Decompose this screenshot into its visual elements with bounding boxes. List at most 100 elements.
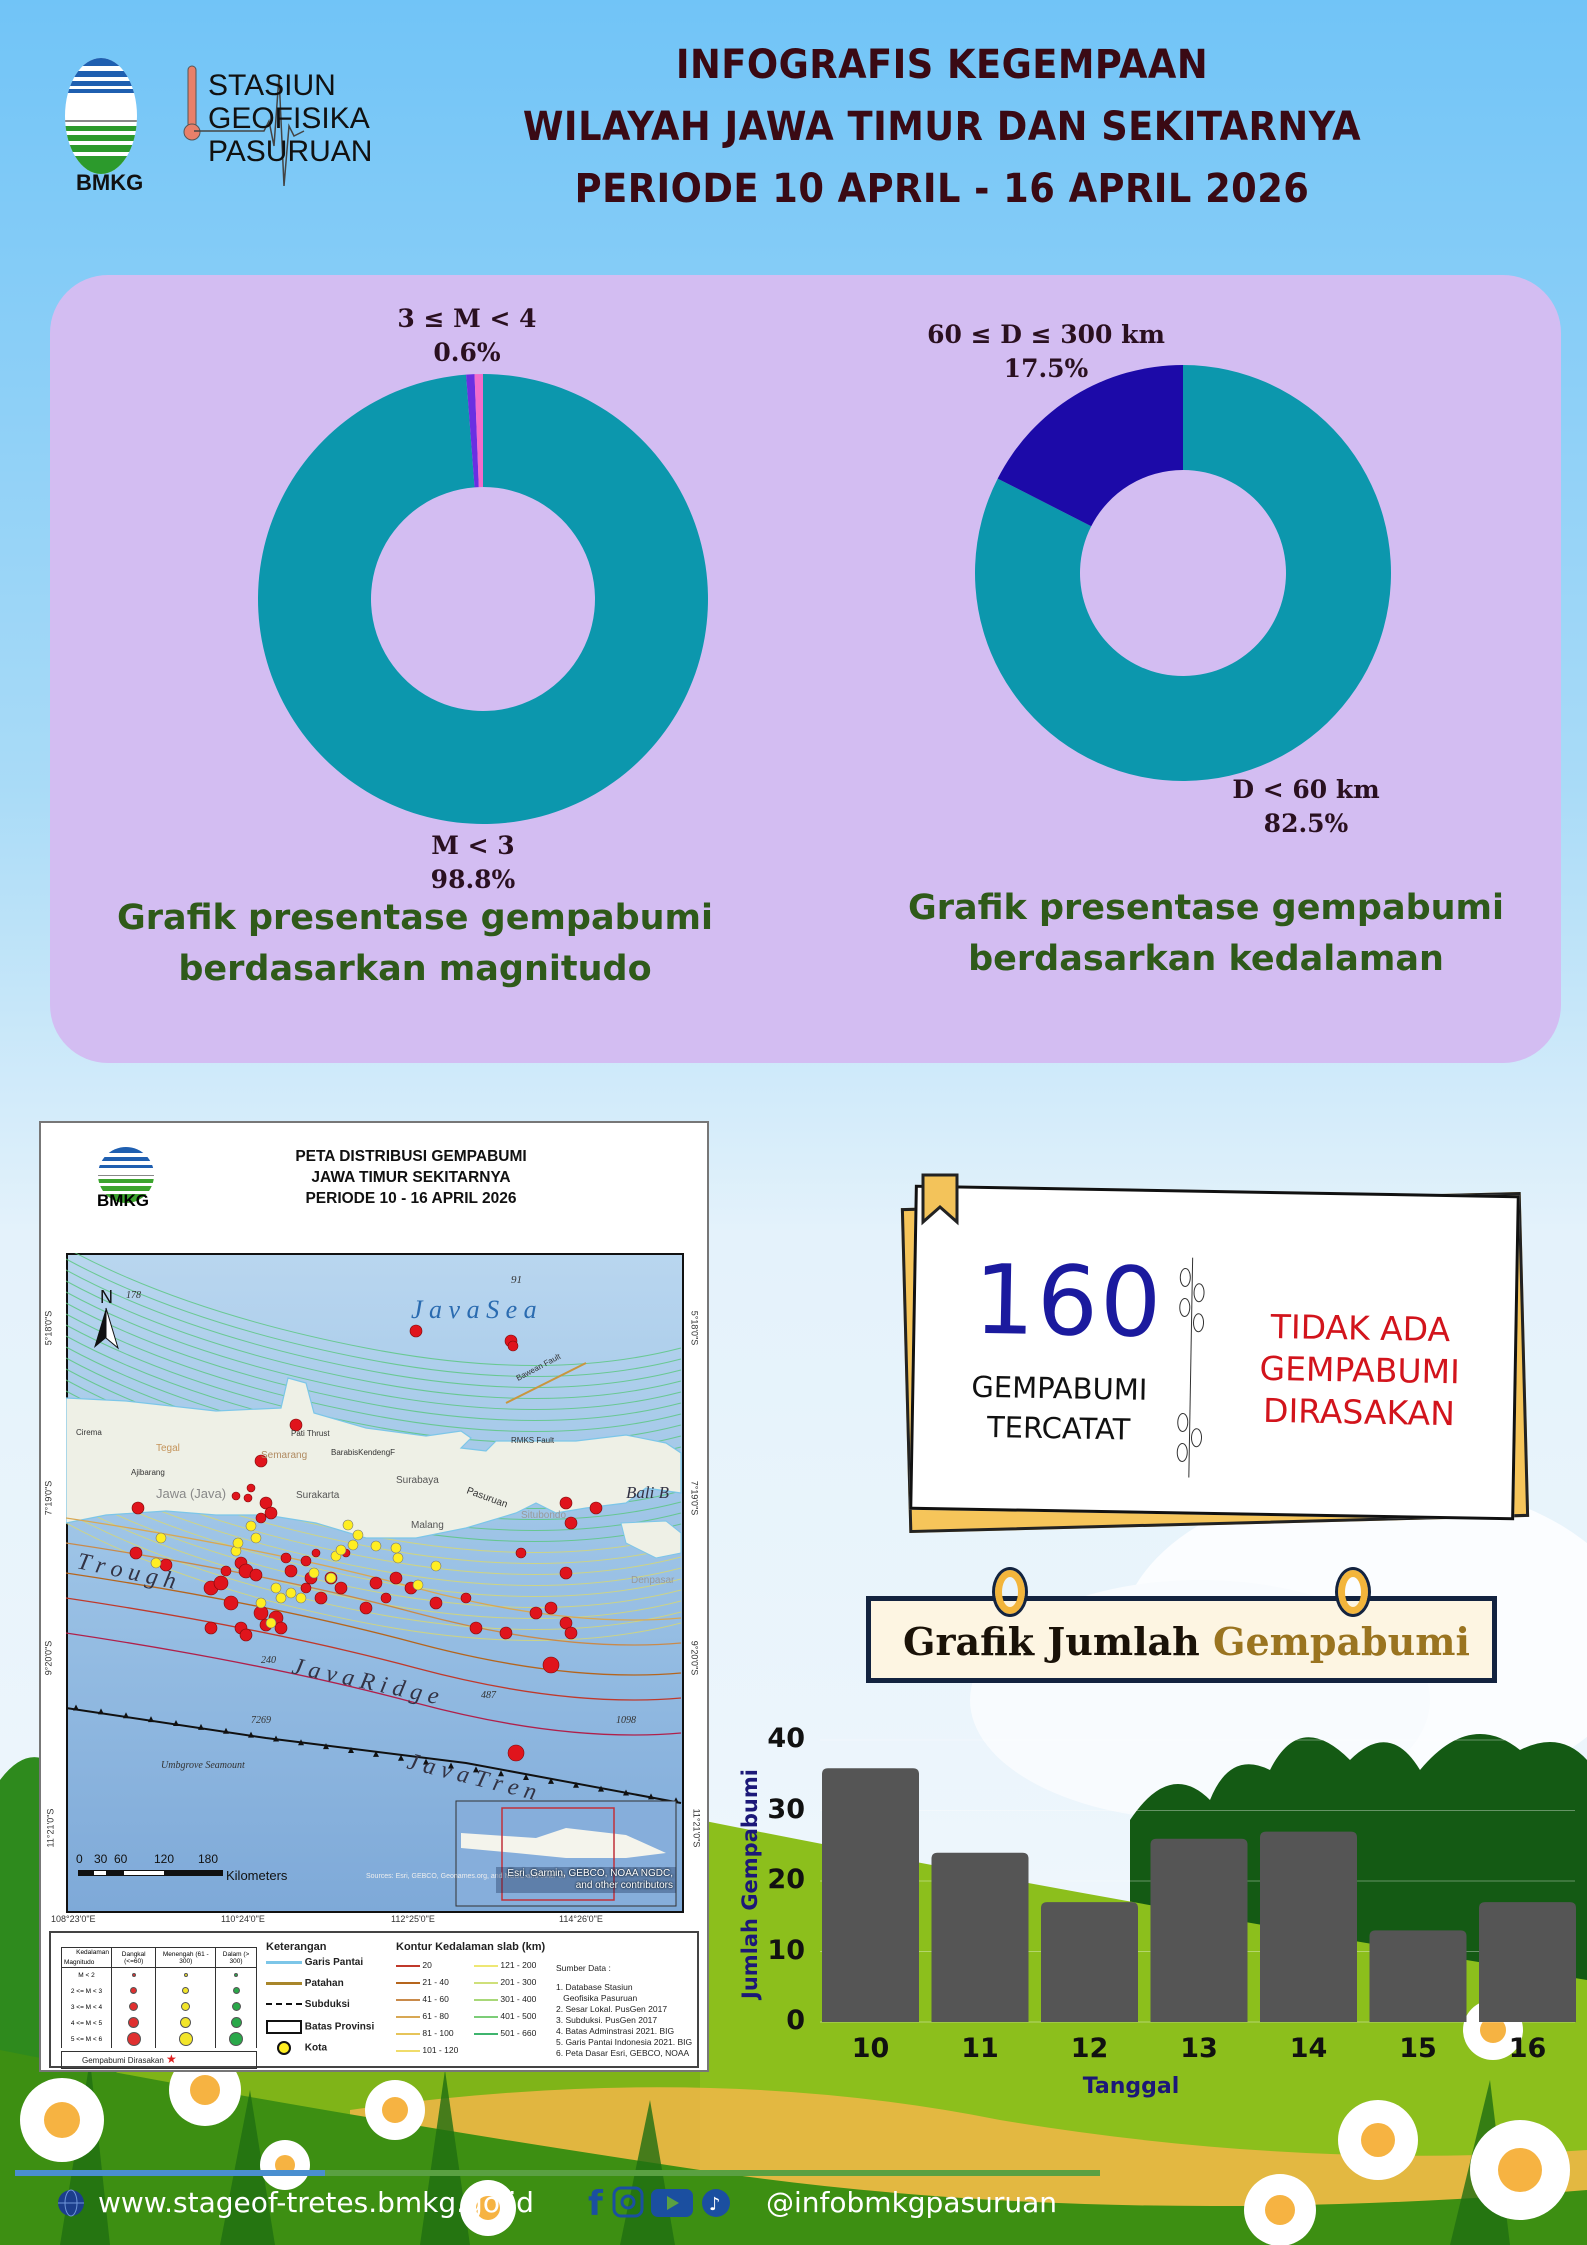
svg-text:N: N	[100, 1287, 113, 1307]
epicenter-intermediate	[265, 1617, 277, 1629]
x-tick-label: 11	[961, 2033, 999, 2064]
bawean-fault-line	[505, 1362, 587, 1404]
footer-divider	[15, 2170, 1100, 2176]
epicenter-shallow	[389, 1571, 403, 1585]
website-link[interactable]: www.stageof-tretes.bmkg.go.id	[98, 2186, 534, 2219]
epicenter-shallow	[311, 1548, 321, 1558]
y-tick-label: 30	[767, 1793, 805, 1825]
bmkg-logo	[65, 58, 305, 187]
epicenter-shallow	[507, 1744, 525, 1762]
epicenter-shallow	[129, 1546, 143, 1560]
map-legend: Kedalaman Magnitudo Dangkal (<=60) Menengah…	[49, 1931, 699, 2069]
epicenter-intermediate	[335, 1544, 347, 1556]
epicenter-shallow	[460, 1592, 472, 1604]
epicenter-shallow	[359, 1601, 373, 1615]
scale-bar: 0 30 60 120 180 Kilometers	[76, 1852, 288, 1883]
epicenter-shallow	[529, 1606, 543, 1620]
social-handle[interactable]: @infobmkgpasuruan	[766, 2186, 1057, 2219]
x-axis-label: Tanggal	[1082, 2074, 1180, 2099]
map-logo-text: BMKG	[97, 1191, 149, 1210]
star-icon: ★	[166, 2052, 177, 2066]
legend-item: Batas Provinsi	[266, 2020, 376, 2041]
epicenter-shallow	[369, 1576, 383, 1590]
epicenter-intermediate	[155, 1532, 167, 1544]
epicenter-shallow	[564, 1516, 578, 1530]
y-tick-label: 10	[767, 1934, 805, 1966]
label-depth-240: 240	[261, 1655, 276, 1666]
epicenter-shallow	[231, 1491, 241, 1501]
svg-text:Kilometers: Kilometers	[226, 1868, 288, 1883]
x-tick-label: 12	[1070, 2033, 1109, 2064]
svg-text:0: 0	[76, 1852, 83, 1866]
svg-text:180: 180	[198, 1852, 218, 1866]
label-bali: Bali B	[626, 1483, 670, 1502]
lat-ticks-right: 5°18'0"S 7°19'0"S 9°20'0"S 11°21'0"S	[689, 1310, 702, 1848]
label-ajibarang: Ajibarang	[131, 1468, 165, 1477]
x-tick-label: 15	[1399, 2033, 1437, 2064]
epicenter-shallow	[204, 1621, 218, 1635]
felt-legend: Gempabumi Dirasakan ★	[61, 2051, 257, 2069]
source-item: 4. Batas Adminstrasi 2021. BIG	[556, 2026, 675, 2036]
y-tick-label: 20	[767, 1864, 805, 1895]
legend-table-row: 2 <= M < 3	[61, 1983, 257, 2000]
epicenter-intermediate	[270, 1582, 282, 1594]
y-tick-label: 0	[786, 2005, 805, 2036]
epicenter-shallow	[289, 1418, 303, 1432]
epicenter-shallow	[239, 1628, 253, 1642]
label-semarang: Semarang	[261, 1450, 307, 1461]
epicenter-shallow	[249, 1568, 263, 1582]
epicenter-shallow	[213, 1575, 229, 1591]
page-title-line-1: INFOGRAFIS KEGEMPAAN	[675, 42, 1209, 88]
contour-legend-item: 61 - 80	[396, 2010, 449, 2022]
svg-text:f: f	[588, 2184, 604, 2223]
epicenter-shallow	[507, 1340, 519, 1352]
map-canvas[interactable]: J a v a S e a T r o u g h J a v a R i d …	[66, 1253, 684, 1913]
legend-item: Kota	[266, 2041, 376, 2062]
source-item: 3. Subduksi. PusGen 2017	[556, 2015, 658, 2025]
label-surakarta: Surakarta	[296, 1490, 340, 1501]
contour-legend-item: 121 - 200	[474, 1959, 536, 1971]
logo-org-text: BMKG	[76, 170, 144, 195]
legend-item: Subduksi	[266, 1999, 376, 2020]
epicenter-shallow	[259, 1496, 273, 1510]
mag-chart-caption: Grafik presentase gempabumi berdasarkan m…	[116, 898, 714, 989]
epicenter-shallow	[223, 1595, 239, 1611]
epicenter-intermediate	[352, 1529, 364, 1541]
epicenter-shallow	[542, 1656, 560, 1674]
epicenter-intermediate	[275, 1592, 287, 1604]
lon-ticks: 108°23'0"E 110°24'0"E 112°25'0"E 114°26'0"E	[51, 1914, 603, 1924]
epicenter-shallow	[409, 1324, 423, 1338]
y-tick-label: 40	[767, 1723, 805, 1754]
depth-chart-caption: Grafik presentase gempabumi berdasarkan k…	[907, 888, 1505, 979]
epicenter-intermediate	[245, 1520, 257, 1532]
legend-item: Garis Pantai	[266, 1957, 376, 1978]
inset-credit: Esri, Garmin, GEBCO, NOAA NGDC, and othe…	[496, 1867, 676, 1893]
epicenter-intermediate	[430, 1560, 442, 1572]
epicenter-shallow	[220, 1565, 232, 1577]
x-tick-label: 14	[1289, 2033, 1328, 2064]
contour-legend-item: 101 - 120	[396, 2044, 458, 2056]
contour-legend-item: 21 - 40	[396, 1976, 449, 1988]
lat-ticks-left: 5°18'0"S 7°19'0"S 9°20'0"S 11°21'0"S	[43, 1310, 56, 1848]
page-title-line-3: PERIODE 10 APRIL - 16 APRIL 2026	[574, 166, 1310, 212]
epicenter-shallow	[429, 1596, 443, 1610]
x-tick-label: 13	[1180, 2033, 1218, 2064]
instagram-icon	[612, 2186, 644, 2218]
station-line-3: PASURUAN	[208, 135, 373, 168]
map-bmkg-logo	[98, 1147, 154, 1203]
facebook-icon: f	[588, 2184, 604, 2223]
contour-legend-item: 20	[396, 1959, 432, 1971]
epicenter-shallow	[564, 1626, 578, 1640]
epicenter-intermediate	[342, 1519, 354, 1531]
north-arrow-icon: N	[94, 1287, 119, 1350]
source-item: 6. Peta Dasar Esri, GEBCO, NOAA	[556, 2048, 690, 2058]
epicenter-shallow	[469, 1621, 483, 1635]
epicenter-intermediate	[412, 1579, 424, 1591]
contour-legend-item: 81 - 100	[396, 2027, 454, 2039]
epicenter-shallow	[559, 1496, 573, 1510]
label-depth-178: 178	[126, 1290, 141, 1301]
epicenter-shallow	[334, 1581, 348, 1595]
x-tick-label: 10	[851, 2033, 890, 2064]
station-line-2: GEOFISIKA	[208, 102, 370, 135]
mag-slice-label-2: 3 ≤ M < 4 0.6%	[397, 304, 537, 367]
